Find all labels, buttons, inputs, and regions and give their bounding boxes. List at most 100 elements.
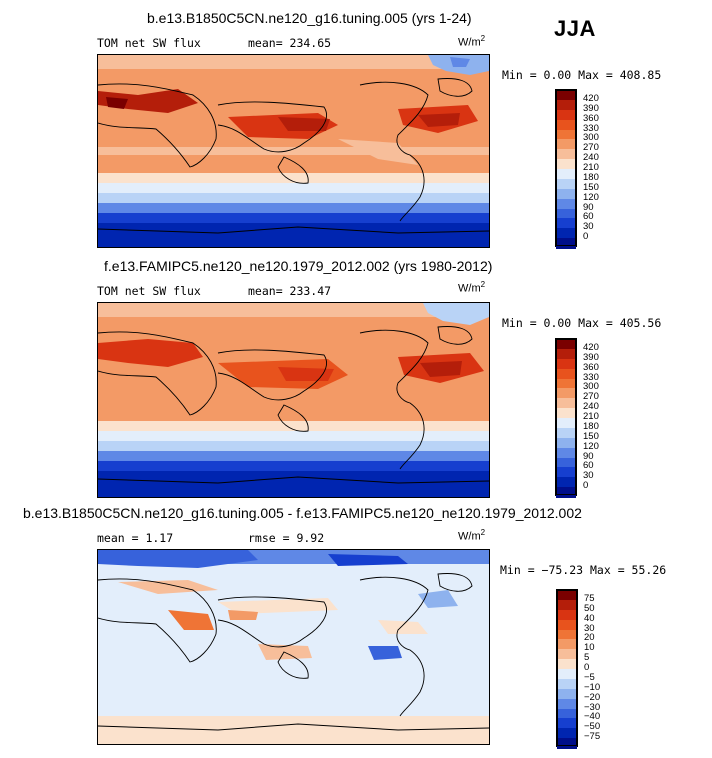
season-label: JJA	[554, 16, 596, 41]
panel-3-minmax: Min = −75.23 Max = 55.26	[500, 563, 667, 577]
panel-3-mean: mean = 1.17	[97, 531, 174, 545]
panel-2-unit: W/m2	[458, 280, 486, 295]
panel-3-title: b.e13.B1850C5CN.ne120_g16.tuning.005 - f…	[23, 505, 582, 521]
panel-2-map-svg	[98, 303, 489, 497]
panel-2-colorbar-label: 0	[583, 480, 589, 492]
panel-1-colorbar-label: 90	[583, 201, 594, 213]
panel-1-colorbar-swatch	[556, 119, 576, 130]
panel-1-colorbar-label: 300	[583, 132, 599, 144]
panel-1-colorbar-label: 390	[583, 102, 599, 114]
panel-2-colorbar-swatch	[556, 457, 576, 468]
panel-3-colorbar-label: −50	[584, 721, 601, 733]
panel-3-colorbar-swatch	[557, 619, 577, 630]
panel-3-colorbar: 75 50 40 30 20 10 5 0 −5 −10 −20 −30 −40 −50 −75	[556, 589, 616, 749]
panel-3-colorbar-swatch	[557, 629, 577, 640]
panel-2-colorbar-swatch	[556, 447, 576, 458]
panel-1-colorbar-label: 30	[583, 221, 594, 233]
panel-1-colorbar-label: 420	[583, 92, 599, 104]
panel-1-unit: W/m2	[458, 34, 486, 49]
panel-3-colorbar-swatch	[557, 659, 577, 670]
panel-3-colorbar-label: 50	[584, 602, 595, 614]
panel-3-colorbar-label: −75	[584, 731, 601, 743]
panel-1-colorbar-swatch	[556, 208, 576, 219]
panel-1-colorbar-border	[556, 90, 576, 246]
panel-2-colorbar-swatch	[556, 388, 576, 399]
panel-2-colorbar-label: 240	[583, 401, 599, 413]
panel-2-colorbar-label: 270	[583, 391, 599, 403]
panel-2-colorbar-label: 360	[583, 361, 599, 373]
panel-3-colorbar-swatch	[557, 688, 577, 700]
panel-1-colorbar-label: 360	[583, 112, 599, 124]
panel-1-map-svg	[98, 55, 489, 247]
panel-2-colorbar-swatch	[556, 487, 576, 498]
panel-1-colorbar-swatch	[556, 198, 576, 209]
panel-1-map	[97, 54, 490, 248]
panel-2-colorbar-label: 180	[583, 420, 599, 432]
panel-3-colorbar-label: 10	[584, 642, 595, 654]
panel-2-colorbar-label: 210	[583, 411, 599, 422]
panel-3-colorbar-label: 40	[584, 612, 595, 624]
panel-3-colorbar-label: −40	[584, 711, 601, 723]
panel-3-colorbar-box	[556, 589, 578, 749]
panel-2-colorbar-swatch	[556, 467, 576, 478]
panel-2-colorbar-swatch	[556, 358, 576, 370]
panel-2-colorbar-box	[555, 338, 577, 498]
panel-1-colorbar-swatch	[556, 139, 576, 150]
panel-1-colorbar-swatch	[556, 159, 576, 170]
panel-3-colorbar-swatch	[557, 728, 577, 739]
panel-2-colorbar-border	[556, 339, 576, 495]
panel-1-colorbar-swatch	[556, 188, 576, 200]
panel-1-minmax: Min = 0.00 Max = 408.85	[502, 68, 662, 82]
panel-3-colorbar-label: −5	[584, 671, 595, 683]
panel-2-map	[97, 302, 490, 498]
panel-1-colorbar-swatch	[556, 149, 576, 160]
panel-2-colorbar-swatch	[556, 339, 576, 350]
panel-3-colorbar-swatch	[557, 609, 577, 621]
panel-3-colorbar-swatch	[557, 708, 577, 719]
panel-2-colorbar-swatch	[556, 408, 576, 419]
panel-3-colorbar-swatch	[557, 738, 577, 749]
panel-1-colorbar-swatch	[556, 178, 576, 190]
panel-1-colorbar-label: 270	[583, 142, 599, 154]
panel-3-colorbar-label: 20	[584, 632, 595, 644]
panel-2-colorbar-swatch	[556, 398, 576, 409]
panel-3-colorbar-label: −10	[584, 681, 601, 693]
panel-3-colorbar-label: 0	[584, 662, 590, 673]
panel-3-colorbar-swatch	[557, 678, 577, 690]
panel-1-colorbar-swatch	[556, 129, 576, 140]
panel-1-mean: mean= 234.65	[248, 36, 332, 50]
panel-1-colorbar-swatch	[556, 228, 576, 239]
panel-3-colorbar-label: −20	[584, 691, 601, 703]
panel-1-colorbar-label: 0	[583, 231, 589, 243]
panel-2-colorbar-swatch	[556, 418, 576, 429]
panel-1-colorbar-label: 210	[583, 162, 599, 173]
panel-2-colorbar-label: 60	[583, 460, 594, 472]
panel-2-mean: mean= 233.47	[248, 284, 332, 298]
panel-3-colorbar-swatch	[557, 639, 577, 650]
panel-2-field-label: TOM net SW flux	[97, 284, 201, 298]
panel-1-colorbar-swatch	[556, 109, 576, 121]
panel-2-title: f.e13.FAMIPC5.ne120_ne120.1979_2012.002 …	[104, 258, 493, 274]
panel-2-colorbar-label: 330	[583, 371, 599, 383]
panel-2-colorbar-label: 90	[583, 450, 594, 462]
panel-2-colorbar-label: 300	[583, 381, 599, 393]
panel-3-colorbar-swatch	[557, 599, 577, 611]
panel-2-colorbar-swatch	[556, 348, 576, 360]
panel-1-colorbar-swatch	[556, 218, 576, 229]
panel-2-colorbar-label: 150	[583, 430, 599, 442]
panel-3-colorbar-swatch	[557, 669, 577, 680]
panel-3-colorbar-label: 5	[584, 652, 590, 664]
panel-3-colorbar-label: 75	[584, 592, 595, 604]
panel-1-colorbar-label: 180	[583, 171, 599, 183]
panel-1-colorbar-swatch	[556, 238, 576, 249]
panel-1-colorbar-label: 240	[583, 152, 599, 164]
panel-2-colorbar-label: 30	[583, 470, 594, 482]
panel-1-colorbar-box	[555, 89, 577, 249]
panel-2-colorbar-swatch	[556, 368, 576, 379]
panel-1-colorbar: 420 390 360 330 300 270 240 210 180 150 120 90 60 30 0	[555, 89, 615, 249]
panel-3-colorbar-swatch	[557, 698, 577, 709]
panel-2-colorbar-label: 420	[583, 341, 599, 353]
panel-3-rmse: rmse = 9.92	[248, 531, 325, 545]
panel-1-colorbar-swatch	[556, 169, 576, 180]
panel-3-colorbar-swatch	[557, 590, 577, 601]
